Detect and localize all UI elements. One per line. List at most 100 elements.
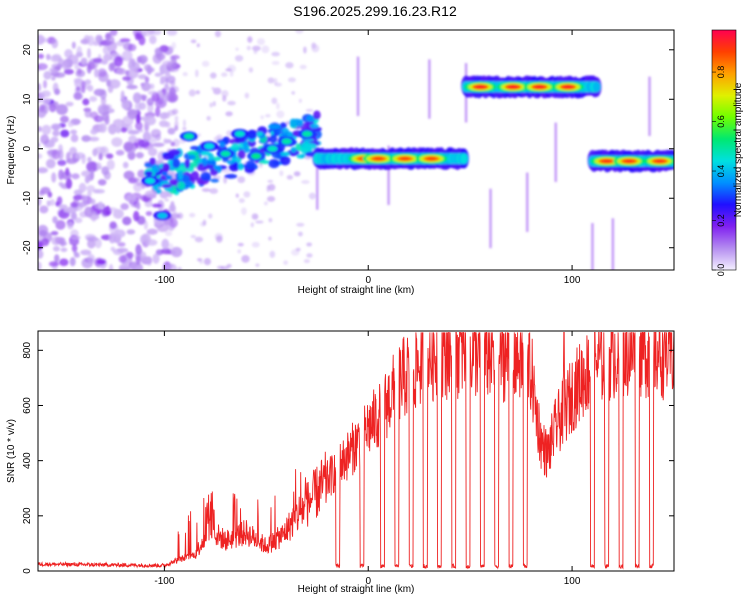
spectral-cell — [285, 121, 290, 125]
spectral-cell — [237, 249, 242, 254]
spectral-cell — [86, 236, 99, 242]
spectral-cell — [76, 46, 83, 57]
spectral-cell — [111, 137, 123, 147]
spectral-cell — [108, 64, 115, 72]
spectral-cell — [289, 118, 298, 128]
spectral-cell — [155, 47, 163, 58]
spectral-cell — [116, 68, 127, 75]
spectral-cell — [67, 121, 74, 128]
spectral-cell — [86, 47, 91, 59]
spectral-cell — [46, 53, 51, 61]
spectral-cell — [137, 74, 147, 80]
spectral-cell — [171, 41, 177, 50]
spectral-cell — [188, 89, 196, 97]
spectral-cell — [237, 150, 246, 160]
spectral-cell — [271, 97, 278, 105]
spectral-cell — [475, 85, 486, 89]
spectral-cell — [177, 266, 182, 270]
spectral-cell — [43, 71, 52, 80]
spectral-cell — [119, 38, 131, 43]
snr-x-axis-label: Height of straight line (km) — [298, 584, 415, 595]
spectral-cell — [161, 238, 170, 250]
spectral-cell — [49, 103, 57, 113]
spectral-cell — [56, 196, 63, 206]
spectral-cell — [235, 47, 239, 51]
spectral-cell — [166, 30, 178, 36]
spectral-cell — [295, 247, 301, 252]
spectrogram-frame — [37, 29, 675, 271]
spectral-cell — [263, 201, 268, 206]
spectral-cell — [305, 108, 314, 113]
spectral-cell — [55, 219, 66, 230]
spectral-cell — [295, 30, 304, 34]
spectral-cell — [227, 100, 236, 106]
spectral-cell — [38, 37, 50, 43]
spectral-cell — [238, 198, 245, 203]
spectral-cell — [281, 138, 292, 145]
spectral-cell — [147, 147, 158, 157]
spectral-cell — [60, 129, 70, 138]
spectral-cell — [65, 101, 74, 107]
spectral-cell — [74, 60, 80, 71]
spectral-cell — [160, 76, 167, 83]
spectral-cell — [220, 72, 228, 77]
spectral-cell — [76, 201, 88, 208]
spectral-cell — [84, 206, 93, 218]
spectral-streak — [591, 223, 594, 270]
y-tick-label: 10 — [22, 93, 33, 105]
spectral-cell — [127, 43, 137, 52]
spectral-cell — [221, 168, 231, 174]
spectral-cell — [40, 134, 50, 145]
spectral-cell — [152, 166, 160, 173]
spectral-streak — [648, 76, 651, 137]
spectral-cell — [98, 152, 103, 161]
spectral-cell — [71, 244, 78, 253]
spectral-cell — [38, 249, 44, 259]
spectral-cell — [87, 253, 95, 264]
spectral-cell — [152, 253, 160, 264]
spectral-cell — [167, 263, 174, 268]
spectral-cell — [38, 224, 49, 236]
spectral-cell — [133, 210, 140, 222]
spectral-cell — [164, 230, 173, 237]
spectral-cell — [252, 45, 261, 52]
spectral-cell — [188, 154, 196, 160]
spectral-cell — [109, 30, 118, 37]
spectral-cell — [271, 60, 280, 66]
spectral-cell — [174, 120, 179, 128]
spectral-cell — [105, 205, 111, 215]
spectral-cell — [260, 115, 264, 120]
spectral-cell — [55, 236, 65, 245]
spectral-cell — [122, 76, 132, 81]
spectral-cell — [120, 90, 125, 101]
spectral-cell — [303, 46, 307, 54]
spectral-cell — [165, 174, 173, 181]
y-tick-label: 400 — [22, 452, 33, 469]
spectral-streak — [526, 172, 529, 232]
spectral-cell — [242, 140, 249, 149]
spectral-cell — [299, 64, 307, 70]
spectral-cell — [654, 159, 665, 163]
spectral-cell — [283, 260, 288, 265]
spectral-cell — [267, 77, 275, 84]
spectral-cell — [149, 157, 156, 166]
spectral-cell — [118, 255, 127, 263]
spectral-cell — [601, 159, 612, 163]
spectral-cell — [59, 115, 69, 123]
spectral-cell — [248, 67, 254, 73]
spectral-cell — [306, 242, 313, 247]
spectral-cell — [97, 179, 107, 186]
spectral-cell — [123, 141, 134, 152]
spectral-cell — [237, 242, 244, 247]
spectral-cell — [201, 188, 211, 192]
spectral-cell — [70, 134, 79, 143]
spectral-cell — [460, 153, 469, 165]
spectral-cell — [70, 201, 78, 208]
spectral-cell — [285, 62, 294, 69]
spectrogram-x-ticks: -100 0 100 — [154, 30, 581, 286]
spectral-cell — [182, 119, 186, 128]
spectral-cell — [128, 177, 138, 184]
spectral-cell — [296, 222, 305, 227]
spectral-cell — [313, 110, 321, 120]
